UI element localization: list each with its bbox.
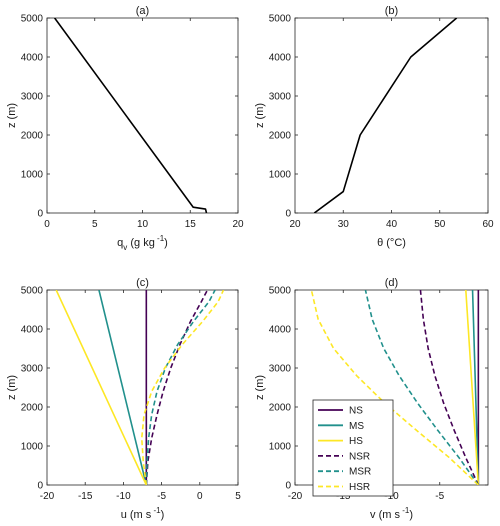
- panel-title: (b): [385, 5, 398, 17]
- x-tick-label: -15: [78, 491, 93, 502]
- x-tick-label: -10: [384, 491, 399, 502]
- x-axis-label: θ (°C): [377, 237, 406, 249]
- y-tick-label: 2000: [269, 131, 292, 142]
- x-tick-label: 50: [434, 219, 446, 230]
- x-tick-label: -10: [116, 491, 131, 502]
- legend-label: HSR: [349, 482, 370, 493]
- y-tick-label: 2000: [269, 403, 292, 414]
- panel-b: 20 30 40 50 60 0 1000 2000 3000 4000 5000 (b) z (m) θ…: [254, 5, 494, 249]
- panel-d: -20 -15 -10 -5 0 1000 2000 3000 4000 5000 (d) z (m)…: [254, 277, 489, 521]
- y-axis-label: z (m): [6, 375, 18, 400]
- y-tick-label: 3000: [21, 92, 44, 103]
- y-axis-label: z (m): [254, 375, 266, 400]
- series-line-nsr: [419, 290, 480, 485]
- y-tick-label: 1000: [21, 170, 44, 181]
- axes-box: [294, 17, 489, 214]
- series-group: [310, 290, 480, 485]
- panel-title: (d): [385, 277, 398, 289]
- y-tick-label: 2000: [21, 403, 44, 414]
- y-tick-label: 5000: [21, 286, 44, 297]
- x-tick-label: 15: [185, 219, 197, 230]
- x-axis-label: v (m s -1): [370, 506, 413, 521]
- legend-label: HS: [349, 436, 363, 447]
- series-line-3: [55, 290, 148, 485]
- x-tick-label: -20: [40, 491, 55, 502]
- y-tick-label: 4000: [21, 325, 44, 336]
- x-tick-label: 30: [338, 219, 350, 230]
- y-tick-label: 0: [285, 481, 291, 492]
- y-tick-label: 5000: [269, 286, 292, 297]
- x-tick-label: 5: [92, 219, 98, 230]
- y-tick-label: 1000: [21, 442, 44, 453]
- y-tick-label: 3000: [269, 364, 292, 375]
- panel-title: (a): [136, 5, 149, 17]
- x-tick-label: 0: [44, 219, 50, 230]
- series-line-hsr: [310, 290, 479, 485]
- y-tick-label: 1000: [269, 442, 292, 453]
- legend-box: [312, 399, 394, 497]
- series-line-6: [140, 290, 225, 485]
- x-tick-label: 20: [289, 219, 301, 230]
- legend-label: MSR: [349, 467, 371, 478]
- series-group: [55, 290, 225, 485]
- legend-label: NS: [349, 406, 363, 417]
- series-line-msr: [364, 290, 480, 485]
- legend: NS MS HS NSR MSR HSR: [312, 399, 394, 497]
- legend-label: NSR: [349, 451, 370, 462]
- x-tick-label: 5: [235, 491, 241, 502]
- series-line-1: [53, 18, 208, 213]
- x-tick-label: -5: [157, 491, 166, 502]
- series-line-hs: [465, 290, 480, 485]
- series-group: [53, 18, 208, 213]
- y-tick-label: 5000: [21, 14, 44, 25]
- legend-label: MS: [349, 421, 364, 432]
- y-tick-label: 0: [37, 481, 43, 492]
- x-tick-label: 60: [482, 219, 494, 230]
- axes-box: [46, 289, 239, 486]
- y-tick-label: 4000: [21, 53, 44, 64]
- x-tick-label: -5: [435, 491, 444, 502]
- x-tick-label: -20: [288, 491, 303, 502]
- x-tick-label: 20: [232, 219, 244, 230]
- x-tick-label: 10: [137, 219, 149, 230]
- x-axis-label: u (m s -1): [121, 506, 165, 521]
- y-tick-label: 3000: [269, 92, 292, 103]
- y-tick-label: 4000: [269, 53, 292, 64]
- series-group: [313, 18, 458, 213]
- series-line-1: [313, 18, 458, 213]
- y-tick-label: 0: [285, 209, 291, 220]
- y-tick-label: 4000: [269, 325, 292, 336]
- series-line-4: [145, 290, 209, 485]
- panel-title: (c): [136, 277, 149, 289]
- y-tick-label: 2000: [21, 131, 44, 142]
- x-tick-label: 0: [197, 491, 203, 502]
- x-tick-label: -15: [336, 491, 351, 502]
- y-tick-label: 3000: [21, 364, 44, 375]
- panel-a: 0 5 10 15 20 0 1000 2000 3000 4000 5000 (a) z (m) qv …: [6, 5, 244, 252]
- series-line-ms: [471, 290, 480, 485]
- y-axis-label: z (m): [254, 103, 266, 128]
- series-line-2: [98, 290, 148, 485]
- y-tick-label: 1000: [269, 170, 292, 181]
- x-axis-label: qv (g kg -1): [117, 234, 168, 252]
- panel-c: -20 -15 -10 -5 0 5 0 1000 2000 3000 4000 5000 (c) z (…: [6, 277, 241, 521]
- y-tick-label: 0: [37, 209, 43, 220]
- series-line-5: [145, 290, 216, 485]
- y-axis-label: z (m): [6, 103, 18, 128]
- x-tick-label: 40: [386, 219, 398, 230]
- y-tick-label: 5000: [269, 14, 292, 25]
